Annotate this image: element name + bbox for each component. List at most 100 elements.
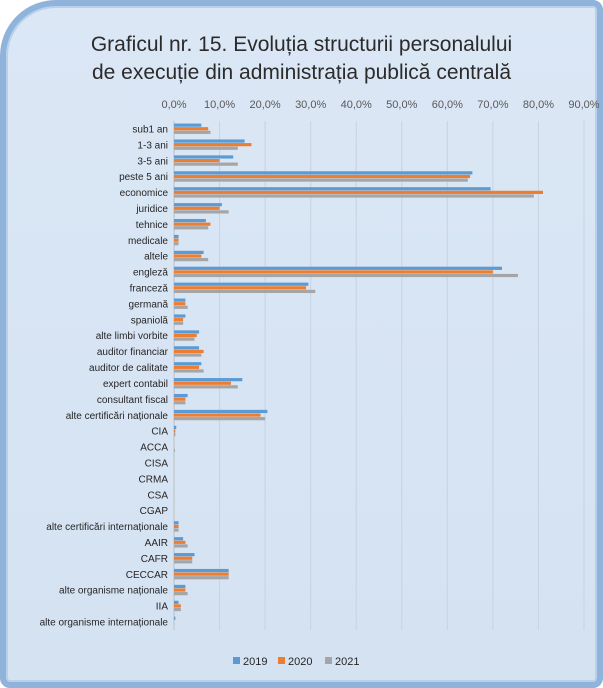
x-tick-label: 80,0%	[523, 99, 554, 111]
bar-2019	[174, 250, 204, 255]
bar-2021	[174, 289, 316, 294]
bar-2019	[174, 537, 184, 541]
bar-2021	[174, 337, 195, 341]
bar-2020	[174, 286, 307, 290]
bar-2021	[174, 305, 188, 309]
bars	[174, 123, 543, 620]
x-tick-label: 70,0%	[477, 99, 508, 111]
bar-2020	[174, 143, 252, 147]
bar-2021	[174, 242, 179, 246]
bar-2020	[174, 604, 181, 608]
category-label: 1-3 ani	[137, 140, 168, 151]
category-label: alte organisme internaționale	[40, 618, 169, 629]
bar-2019	[174, 266, 502, 270]
bar-2019	[174, 187, 491, 191]
bar-2020	[174, 588, 186, 592]
bar-2019	[174, 123, 202, 127]
category-label: germană	[129, 299, 169, 310]
bar-2019	[174, 553, 195, 557]
category-label: CSA	[147, 490, 168, 501]
bar-2021	[174, 576, 229, 580]
bar-2021	[174, 401, 186, 405]
bar-2021	[174, 162, 238, 166]
bar-2019	[174, 584, 186, 589]
bar-2020	[174, 556, 193, 560]
bar-2019	[174, 393, 188, 398]
category-label: CIA	[151, 427, 168, 438]
bar-2019	[174, 600, 179, 604]
bar-2020	[174, 349, 204, 354]
bar-2019	[174, 425, 177, 429]
bar-2020	[174, 429, 176, 433]
bar-2021	[174, 592, 188, 596]
bar-2020	[174, 413, 261, 417]
chart-title-line-1: Graficul nr. 15. Evoluția structurii per…	[90, 33, 513, 56]
category-label: consultant fiscal	[97, 395, 168, 406]
bar-2019	[174, 171, 473, 175]
bar-2020	[174, 270, 493, 274]
category-label: sub1 an	[132, 124, 168, 135]
category-labels: sub1 an 1-3 ani 3-5 ani peste 5 ani economic…	[40, 124, 169, 628]
category-label: medicale	[128, 236, 168, 247]
bar-2021	[174, 369, 204, 373]
bar-2020	[174, 365, 200, 369]
bar-2019	[174, 378, 243, 382]
bar-2021	[174, 448, 175, 453]
category-label: 3-5 ani	[137, 156, 168, 167]
category-label: expert contabil	[103, 379, 168, 390]
bar-2019	[174, 362, 202, 366]
bar-2019	[174, 409, 268, 414]
category-label: CISA	[145, 458, 169, 469]
legend-label: 2021	[335, 656, 359, 668]
bar-2019	[174, 203, 222, 207]
category-label: IIA	[156, 602, 169, 613]
bar-2019	[174, 521, 179, 525]
bar-2019	[174, 218, 206, 223]
category-label: CAFR	[141, 554, 168, 565]
bar-2019	[174, 139, 245, 143]
category-label: peste 5 ani	[119, 172, 168, 183]
bar-2021	[174, 178, 468, 182]
category-label: juridice	[135, 204, 168, 215]
category-label: tehnice	[136, 220, 169, 231]
x-tick-label: 0,0%	[161, 99, 186, 111]
bar-2021	[174, 258, 209, 262]
bar-2020	[174, 302, 186, 306]
bar-2021	[174, 273, 518, 278]
bar-2021	[174, 607, 181, 612]
bar-2020	[174, 540, 186, 544]
bar-2020	[174, 397, 186, 401]
bar-2019	[174, 616, 176, 620]
bar-2019	[174, 314, 186, 318]
bar-2019	[174, 155, 234, 159]
x-tick-label: 90,0%	[568, 99, 599, 111]
bar-2021	[174, 528, 179, 532]
category-label: engleză	[133, 268, 168, 279]
bar-2020	[174, 206, 220, 210]
category-label: alte organisme naționale	[59, 586, 168, 597]
x-axis-ticks: 0,0% 10,0% 20,0% 30,0% 40,0% 50,0% 60,0% 70,0% 8…	[161, 99, 599, 111]
category-label: CRMA	[139, 474, 169, 485]
bar-2020	[174, 333, 197, 338]
bar-2021	[174, 353, 202, 357]
bar-2020	[174, 222, 211, 226]
legend: 2019 2020 2021	[233, 656, 359, 668]
bar-2019	[174, 568, 229, 573]
bar-2021	[174, 432, 176, 437]
bar-2020	[174, 190, 543, 194]
category-label: alte limbi vorbite	[96, 331, 169, 342]
bar-2021	[174, 194, 534, 198]
gridlines	[173, 121, 585, 630]
bar-2020	[174, 572, 229, 576]
bar-2021	[174, 226, 209, 230]
bar-2021	[174, 385, 238, 389]
category-label: auditor de calitate	[89, 363, 168, 374]
bar-2019	[174, 298, 186, 302]
bar-2020	[174, 127, 209, 131]
bar-2019	[174, 282, 309, 286]
category-label: alte certificări naționale	[66, 411, 169, 422]
bar-2021	[174, 417, 266, 421]
x-tick-label: 20,0%	[250, 99, 281, 111]
